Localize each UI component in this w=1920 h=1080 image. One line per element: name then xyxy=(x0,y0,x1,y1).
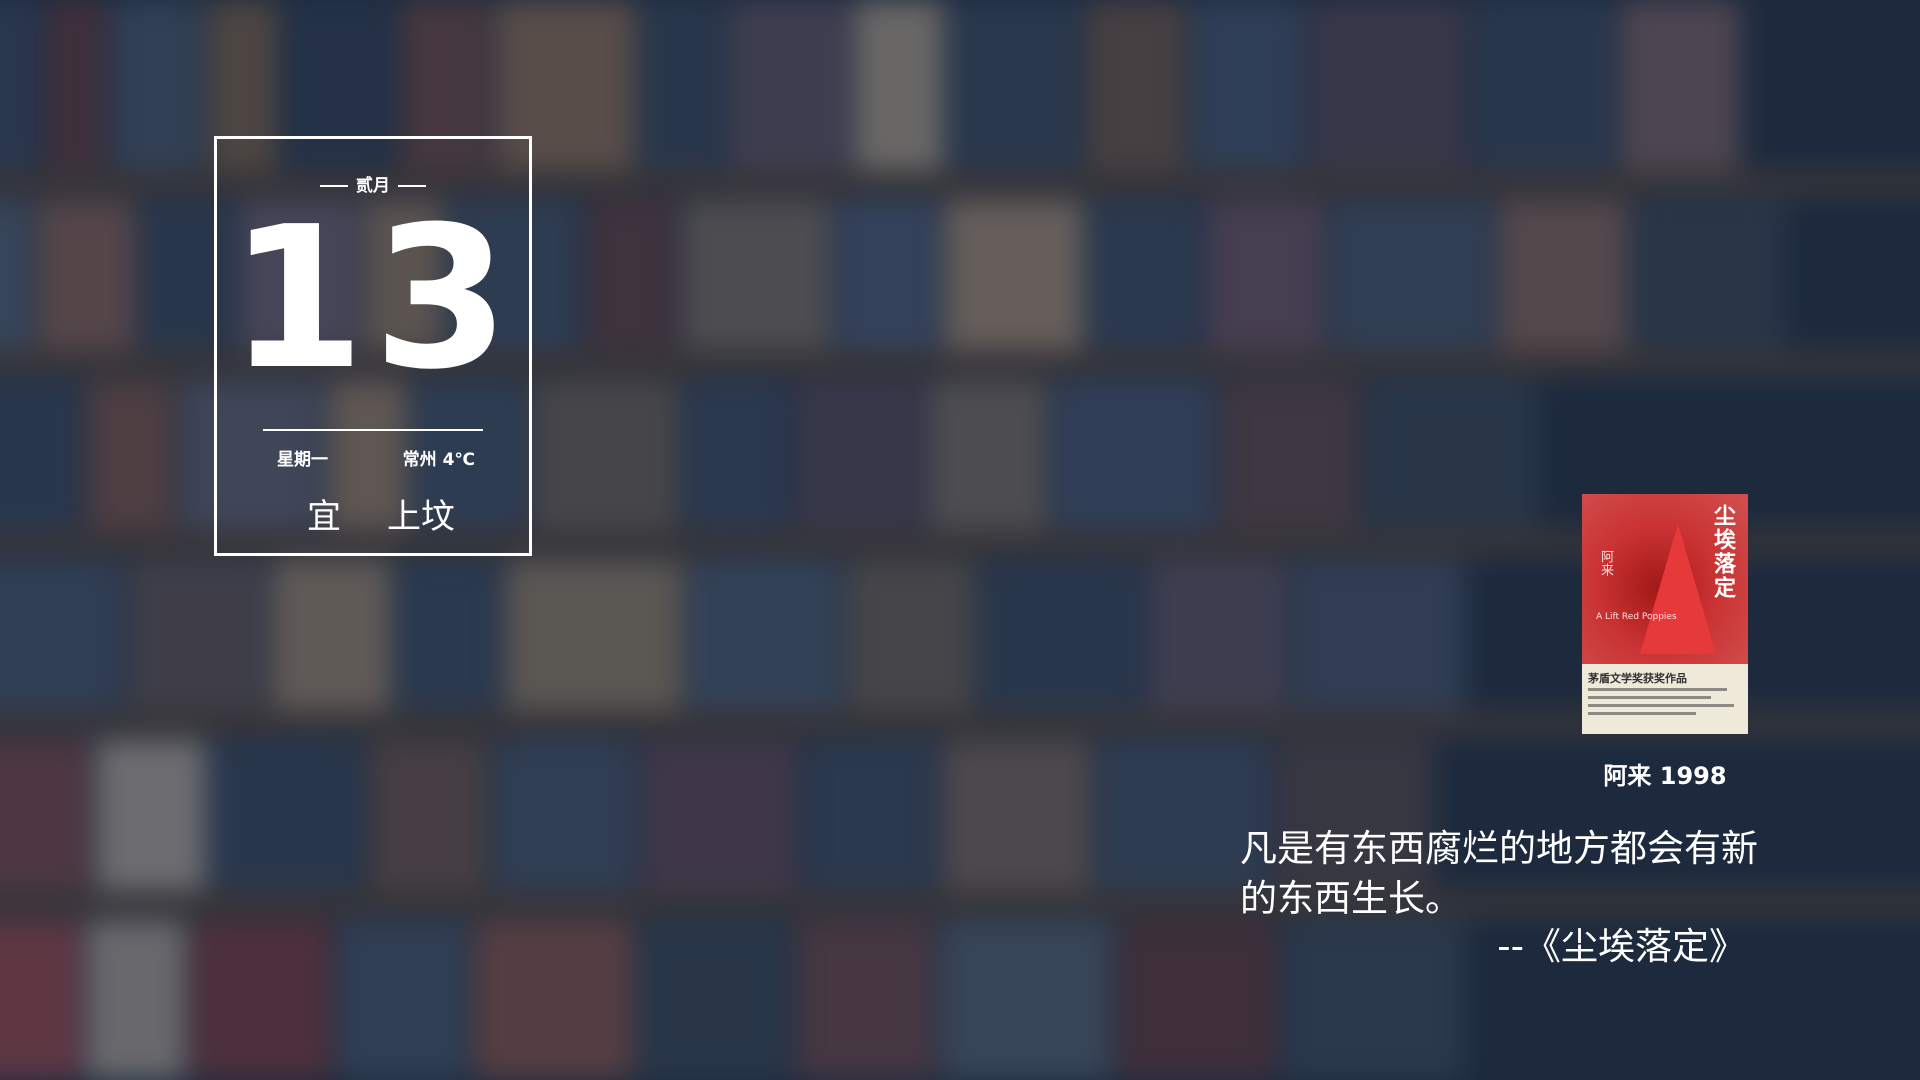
blurb-line xyxy=(1588,712,1696,715)
calendar-day-number: 13 xyxy=(228,185,518,413)
cover-bottom-band: 茅盾文学奖获奖作品 xyxy=(1582,664,1748,734)
month-left-dash xyxy=(320,185,348,187)
calendar-divider xyxy=(263,429,483,431)
calendar-yi-activity: 上坟 xyxy=(387,497,455,537)
cover-blurb-lines xyxy=(1588,688,1742,720)
month-label: 贰月 xyxy=(356,176,390,196)
blurb-line xyxy=(1588,696,1712,699)
cover-title: 尘埃落定 xyxy=(1710,504,1735,600)
book-cover-image: 尘埃落定 阿来 A Lift Red Poppies 茅盾文学奖获奖作品 xyxy=(1582,494,1748,734)
cover-tower-shape xyxy=(1640,524,1716,654)
calendar-yi-label: 宜 xyxy=(307,497,341,537)
cover-english-subtitle: A Lift Red Poppies xyxy=(1596,612,1677,622)
blurb-line xyxy=(1588,688,1727,691)
calendar-card: 贰月 13 星期一 常州 4℃ 宜 上坟 xyxy=(214,136,532,556)
cover-author: 阿来 xyxy=(1598,550,1613,576)
blurb-line xyxy=(1588,704,1735,707)
calendar-month: 贰月 xyxy=(217,171,529,196)
book-caption: 阿来 1998 xyxy=(1603,762,1727,790)
calendar-weather: 常州 4℃ xyxy=(402,450,475,470)
calendar-weekday: 星期一 xyxy=(277,450,328,470)
quote-source: --《尘埃落定》 xyxy=(1497,925,1746,968)
quote-text: 凡是有东西腐烂的地方都会有新的东西生长。 xyxy=(1240,827,1758,920)
month-right-dash xyxy=(398,185,426,187)
cover-award-text: 茅盾文学奖获奖作品 xyxy=(1588,672,1687,685)
